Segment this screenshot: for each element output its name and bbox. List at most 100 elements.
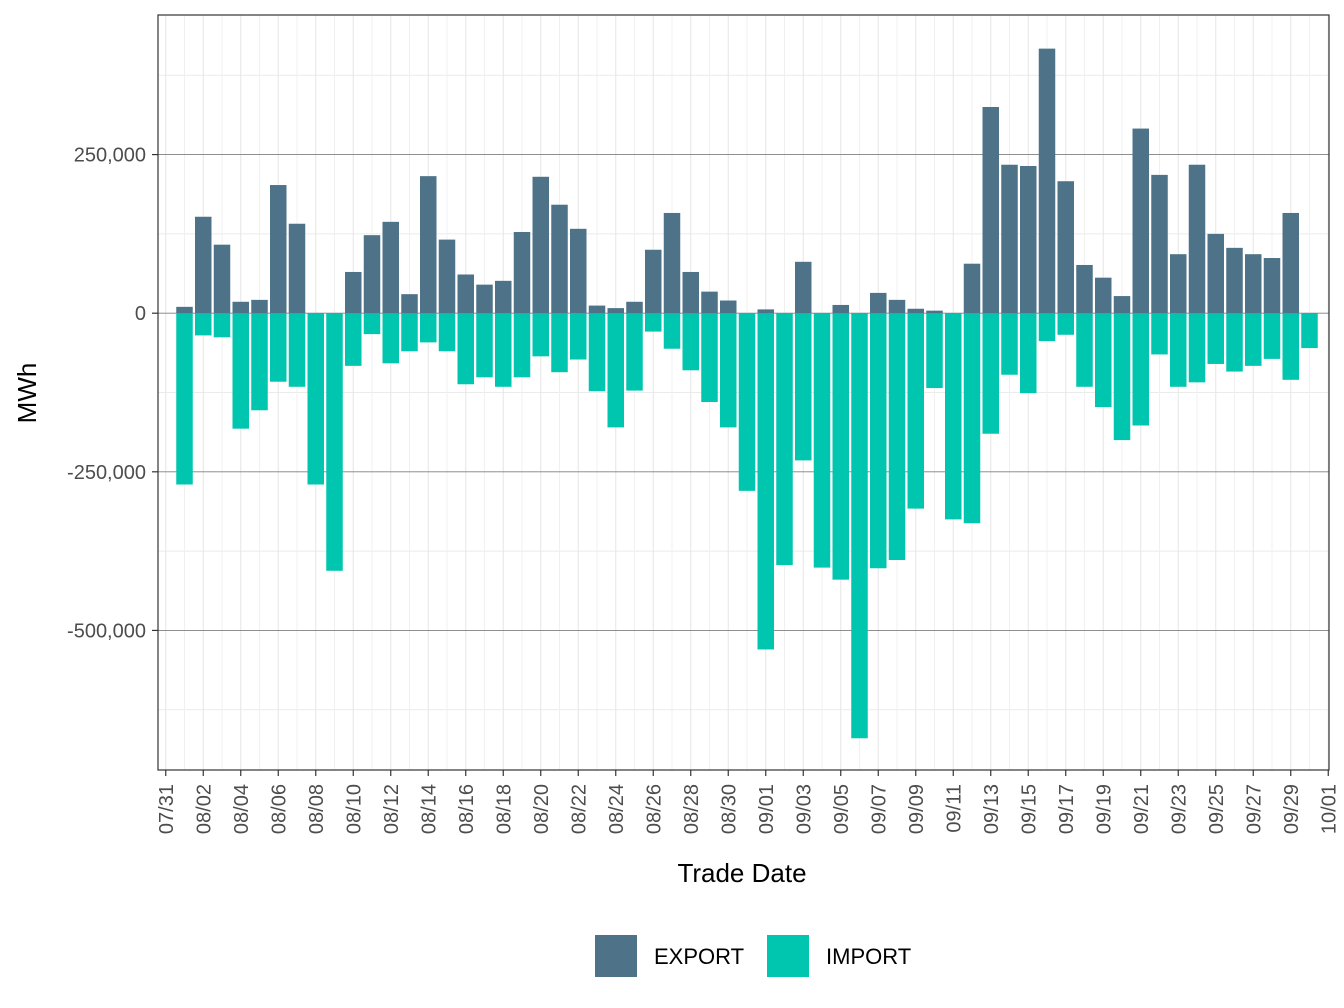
bar-export-08-01: [176, 306, 193, 314]
x-tick-label: 08/12: [381, 784, 403, 834]
x-tick-label: 08/20: [531, 784, 553, 834]
x-tick-label: 09/15: [1018, 784, 1040, 834]
y-axis: 250,000 0 -250,000 -500,000: [67, 145, 158, 642]
bar-import-09-13: [982, 313, 999, 434]
bar-import-08-09: [326, 313, 343, 571]
x-tick-label: 08/14: [418, 784, 440, 834]
bar-export-09-13: [982, 106, 999, 314]
bar-import-08-14: [420, 313, 437, 343]
bar-import-08-22: [570, 313, 587, 360]
bar-export-08-04: [232, 301, 249, 314]
bar-export-09-05: [832, 304, 849, 314]
y-tick-label: 0: [135, 303, 146, 325]
bar-export-08-02: [195, 216, 212, 314]
x-tick-label: 09/01: [756, 784, 778, 834]
bar-export-08-21: [551, 204, 568, 314]
legend-swatch-import: [767, 935, 809, 977]
bar-export-08-06: [270, 185, 287, 314]
x-tick-label: 09/23: [1168, 784, 1190, 834]
bar-import-08-12: [382, 313, 399, 364]
bar-import-08-13: [401, 313, 418, 352]
bar-import-08-02: [195, 313, 212, 336]
x-tick-label: 08/02: [193, 784, 215, 834]
bar-export-09-18: [1076, 264, 1093, 314]
bar-import-09-20: [1113, 313, 1131, 441]
bar-import-09-25: [1207, 313, 1224, 364]
x-tick-label: 09/09: [906, 784, 928, 834]
bar-import-08-26: [645, 313, 662, 332]
bar-import-09-11: [945, 313, 962, 520]
bar-import-09-12: [963, 313, 981, 524]
bar-import-08-05: [251, 313, 268, 411]
bar-export-08-23: [588, 305, 606, 314]
bar-export-09-19: [1095, 277, 1112, 314]
bar-export-09-24: [1188, 164, 1206, 314]
bar-export-09-16: [1038, 48, 1056, 314]
x-tick-label: 08/16: [456, 784, 478, 834]
bar-import-09-19: [1095, 313, 1112, 408]
bar-import-09-01: [757, 313, 774, 650]
bar-import-08-06: [270, 313, 287, 382]
bar-export-08-10: [345, 271, 362, 314]
bar-export-09-25: [1207, 233, 1224, 314]
y-axis-title: MWh: [12, 363, 42, 424]
bar-import-08-10: [345, 313, 362, 366]
x-tick-label: 08/10: [343, 784, 365, 834]
x-tick-label: 09/07: [868, 784, 890, 834]
x-tick-label: 08/30: [718, 784, 740, 834]
bar-import-09-21: [1132, 313, 1149, 426]
legend: EXPORT IMPORT: [595, 935, 911, 977]
bar-import-08-19: [513, 313, 531, 378]
x-tick-label: 09/05: [831, 784, 853, 834]
bar-export-08-25: [626, 301, 643, 314]
bar-import-08-03: [213, 313, 231, 338]
x-tick-label: 09/17: [1056, 784, 1078, 834]
bar-import-09-22: [1151, 313, 1168, 355]
bar-import-09-10: [926, 313, 943, 389]
bar-export-08-24: [607, 308, 624, 314]
bar-import-08-08: [307, 313, 324, 485]
bar-export-08-17: [476, 284, 493, 314]
bar-import-08-17: [476, 313, 493, 378]
bar-export-08-30: [720, 300, 737, 314]
legend-label-import: IMPORT: [826, 944, 911, 969]
y-tick-label: -500,000: [67, 620, 146, 642]
bar-import-09-30: [1301, 313, 1318, 349]
plot-frame: [157, 14, 1330, 771]
bar-export-08-20: [532, 176, 549, 314]
bar-import-08-30: [720, 313, 737, 428]
bar-import-09-27: [1245, 313, 1262, 366]
bar-import-08-24: [607, 313, 624, 428]
x-tick-label: 09/13: [981, 784, 1003, 834]
bar-export-08-27: [663, 212, 681, 314]
y-tick-label: 250,000: [74, 145, 146, 167]
bar-import-09-02: [776, 313, 793, 566]
x-tick-label: 08/28: [681, 784, 703, 834]
bar-export-08-19: [513, 231, 531, 314]
bar-export-09-09: [907, 308, 924, 314]
bar-export-08-26: [645, 249, 662, 314]
bar-import-09-24: [1188, 313, 1206, 383]
bar-import-08-21: [551, 313, 568, 373]
bar-export-08-29: [701, 291, 718, 314]
bar-export-09-07: [870, 292, 887, 314]
bar-export-09-28: [1263, 257, 1281, 314]
bar-export-09-14: [1001, 164, 1018, 314]
bar-export-08-18: [495, 280, 512, 314]
bar-import-08-07: [288, 313, 306, 387]
x-tick-label: 10/01: [1318, 784, 1340, 834]
bar-export-09-22: [1151, 174, 1168, 314]
x-tick-label: 07/31: [156, 784, 178, 834]
bars: [176, 48, 1318, 739]
bar-export-09-27: [1245, 254, 1262, 314]
x-tick-label: 08/18: [493, 784, 515, 834]
bar-import-09-08: [888, 313, 906, 560]
bar-import-09-18: [1076, 313, 1093, 387]
x-tick-label: 08/22: [568, 784, 590, 834]
bar-export-08-03: [213, 244, 231, 314]
bar-import-08-20: [532, 313, 549, 357]
x-tick-label: 09/29: [1281, 784, 1303, 834]
x-axis-title: Trade Date: [677, 858, 806, 888]
x-tick-label: 09/25: [1206, 784, 1228, 834]
bar-export-09-23: [1170, 254, 1187, 314]
